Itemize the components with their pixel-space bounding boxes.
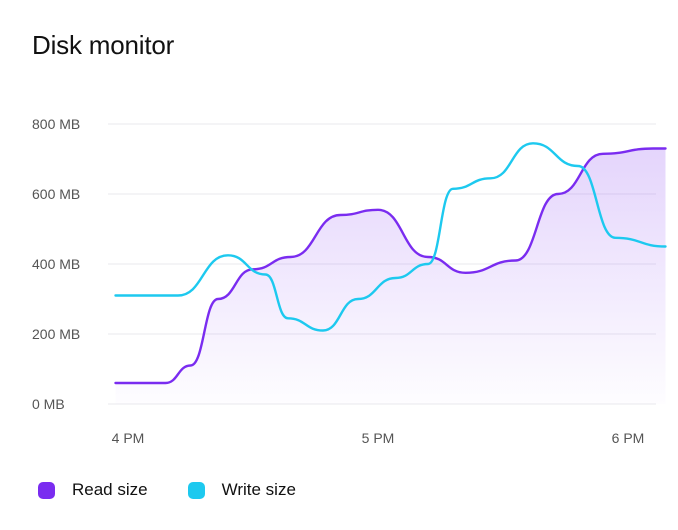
y-tick-label: 800 MB bbox=[32, 116, 80, 132]
x-axis-ticks: 4 PM 5 PM 6 PM bbox=[112, 430, 645, 446]
series-lines bbox=[114, 142, 667, 385]
legend-item-read-size[interactable]: Read size bbox=[38, 480, 148, 500]
x-tick-label: 4 PM bbox=[112, 430, 145, 446]
x-tick-label: 5 PM bbox=[362, 430, 395, 446]
y-axis-ticks: 0 MB 200 MB 400 MB 600 MB 800 MB bbox=[32, 116, 80, 412]
read-size-line[interactable] bbox=[114, 147, 667, 385]
x-tick-label: 6 PM bbox=[612, 430, 645, 446]
legend-label-read-size: Read size bbox=[72, 480, 148, 499]
y-tick-label: 600 MB bbox=[32, 186, 80, 202]
write-size-line[interactable] bbox=[114, 142, 667, 332]
legend: Read size Write size bbox=[38, 480, 336, 500]
chart-svg: 0 MB 200 MB 400 MB 600 MB 800 MB 4 PM 5 PM 6 P… bbox=[32, 116, 667, 446]
y-tick-label: 200 MB bbox=[32, 326, 80, 342]
legend-item-write-size[interactable]: Write size bbox=[187, 480, 296, 500]
read-size-swatch-icon bbox=[38, 481, 55, 499]
y-tick-label: 400 MB bbox=[32, 256, 80, 272]
legend-label-write-size: Write size bbox=[221, 480, 296, 499]
chart-title: Disk monitor bbox=[32, 30, 175, 60]
y-tick-label: 0 MB bbox=[32, 396, 65, 412]
read-size-area bbox=[115, 148, 666, 404]
area-fills bbox=[115, 148, 666, 404]
write-size-swatch-icon bbox=[187, 481, 205, 499]
